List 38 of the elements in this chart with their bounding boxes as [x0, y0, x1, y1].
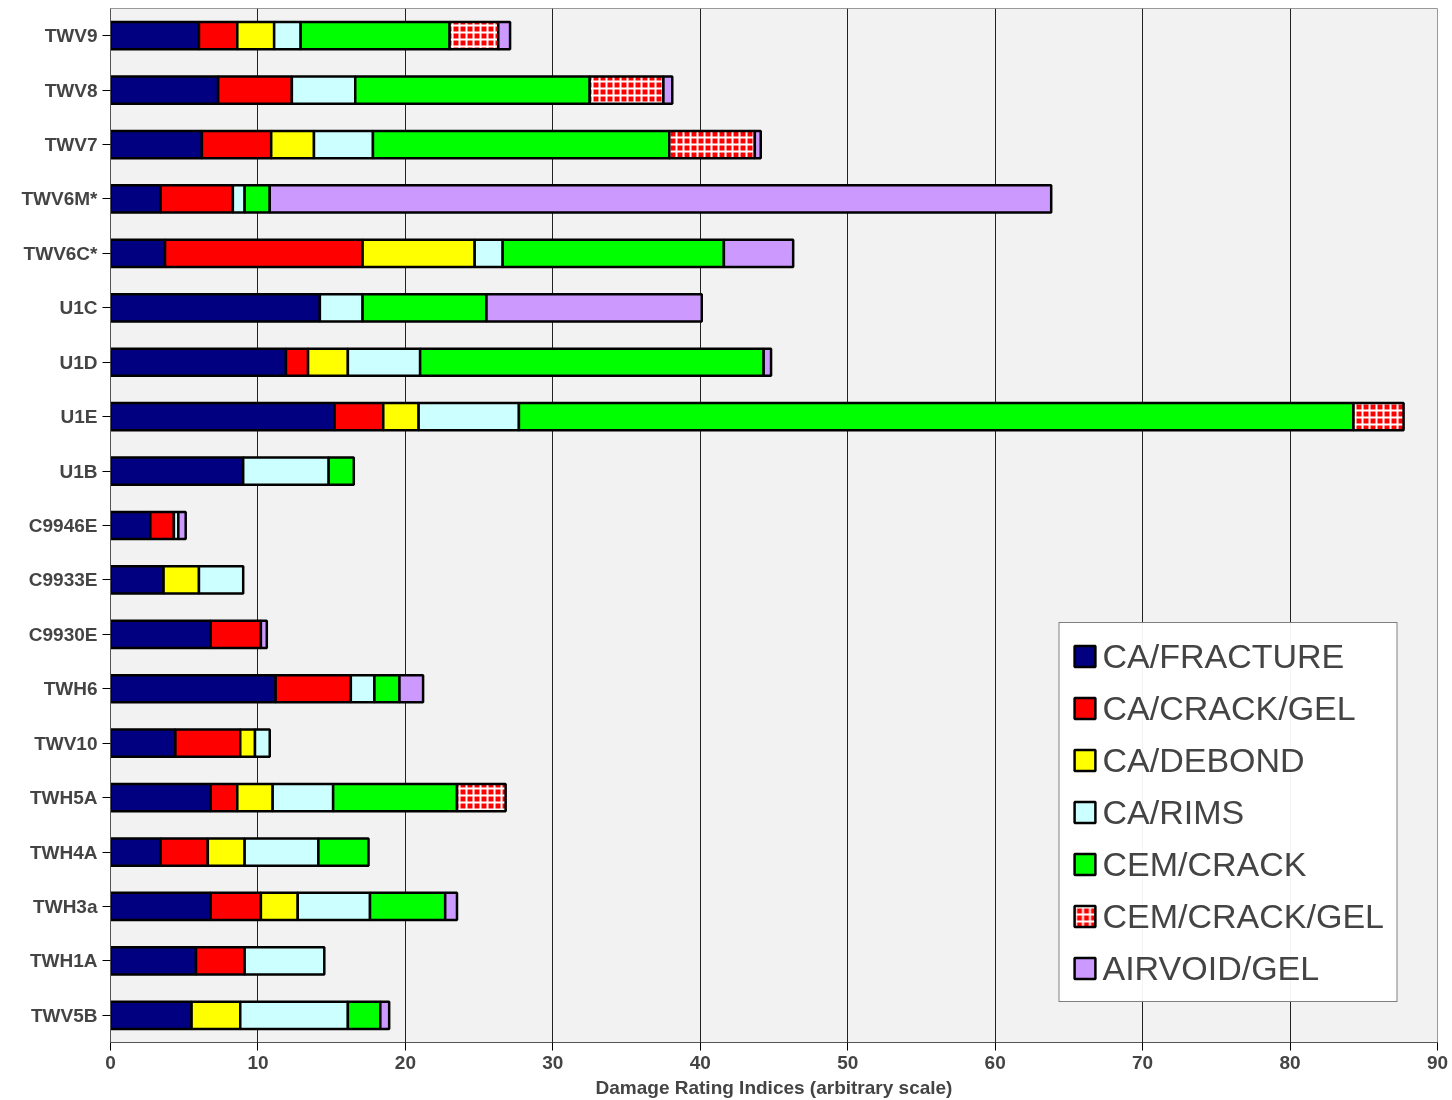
y-tick-label: TWH3a — [33, 895, 98, 917]
legend-label: CA/RIMS — [1102, 791, 1245, 833]
y-tick-label: U1B — [59, 460, 98, 482]
legend-label: CA/CRACK/GEL — [1102, 687, 1356, 729]
y-tick-label: U1D — [59, 351, 98, 373]
y-tick-label: TWH5A — [29, 787, 98, 809]
y-tick-label: TWV8 — [44, 79, 98, 101]
x-tick-label: 20 — [394, 1051, 416, 1073]
bar — [177, 510, 187, 541]
y-tick-label: TWV6C* — [23, 242, 99, 264]
x-tick-label: 60 — [984, 1051, 1006, 1073]
y-tick-label: TWV9 — [44, 25, 98, 47]
y-tick-label: TWV10 — [34, 732, 98, 754]
legend-label: CEM/CRACK/GEL — [1102, 895, 1384, 937]
y-tick-label: TWH6 — [43, 678, 98, 700]
x-axis-title: Damage Rating Indices (arbitrary scale) — [595, 1076, 953, 1098]
x-tick-label: 40 — [689, 1051, 711, 1073]
y-tick-label: TWV6M* — [21, 188, 99, 210]
y-tick-label: U1E — [60, 406, 98, 428]
x-tick-label: 10 — [247, 1051, 269, 1073]
x-tick-label: 70 — [1132, 1051, 1154, 1073]
y-tick-label: TWV7 — [44, 134, 98, 156]
x-tick-label: 50 — [837, 1051, 859, 1073]
y-tick-label: TWV5B — [31, 1004, 98, 1026]
x-tick-label: 80 — [1279, 1051, 1301, 1073]
y-tick-label: C9933E — [28, 569, 98, 591]
y-tick-label: TWH4A — [29, 841, 98, 863]
legend-label: CA/FRACTURE — [1102, 635, 1345, 677]
y-tick-label: TWH1A — [29, 950, 98, 972]
y-tick-label: U1C — [59, 297, 98, 319]
x-tick-label: 30 — [542, 1051, 564, 1073]
x-tick-label: 0 — [105, 1051, 116, 1073]
legend-label: CA/DEBOND — [1102, 739, 1305, 781]
legend-label: AIRVOID/GEL — [1102, 947, 1320, 989]
y-tick-label: C9930E — [28, 623, 98, 645]
y-tick-label: C9946E — [28, 515, 98, 536]
legend-label: CEM/CRACK — [1102, 843, 1307, 885]
x-tick-label: 90 — [1426, 1051, 1449, 1073]
